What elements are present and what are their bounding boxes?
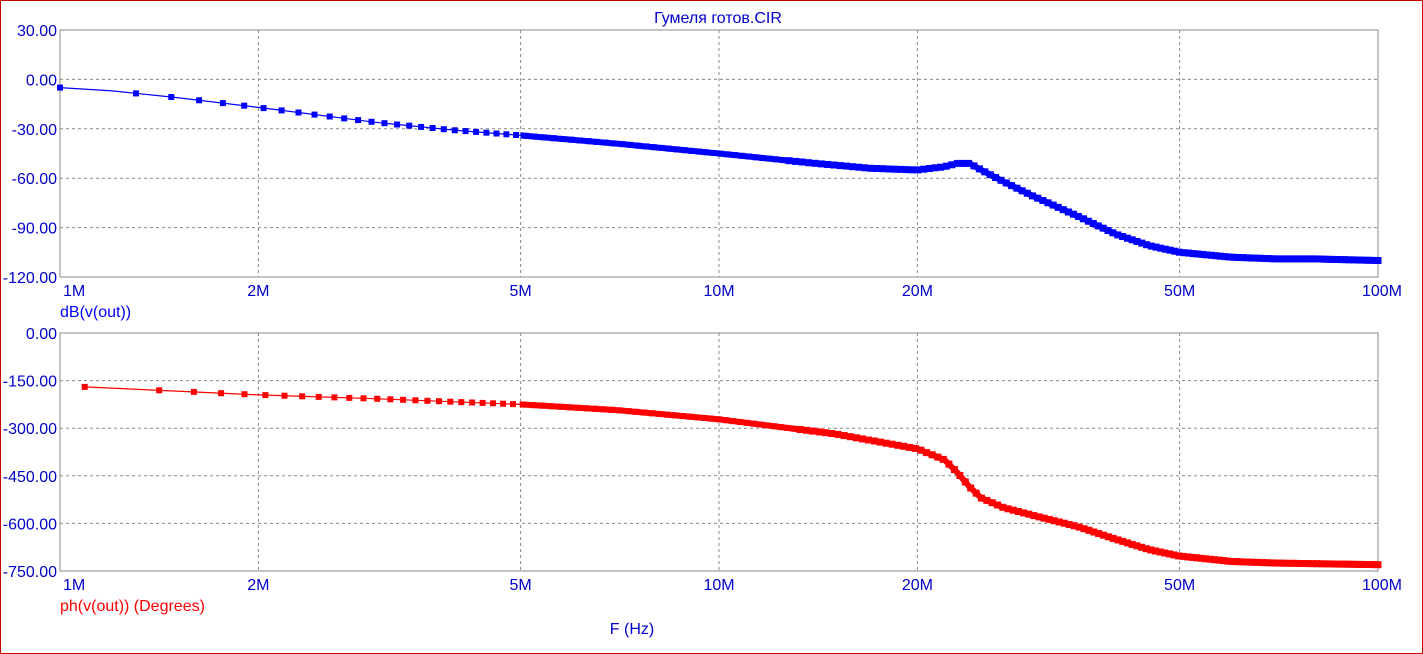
phase-x-tick-label: 20M — [902, 577, 933, 594]
phase-y-tick-label: -450.00 — [3, 469, 57, 486]
phase-data-point — [241, 391, 248, 398]
phase-x-tick-label: 2M — [247, 577, 269, 594]
magnitude-data-point — [483, 129, 490, 136]
magnitude-plot-panel: 1M 2M 5M 10M 20M 50M 100M 30.00 0.00 -30.00 -60.00… — [3, 23, 1402, 300]
magnitude-data-point — [493, 130, 500, 137]
magnitude-data-point — [311, 111, 318, 118]
phase-plot-border — [59, 332, 1379, 572]
magnitude-data-point — [394, 121, 401, 128]
phase-data-point — [469, 399, 476, 406]
magnitude-x-tick-label: 20M — [902, 283, 933, 300]
magnitude-data-point — [241, 102, 248, 109]
magnitude-data-point — [326, 113, 333, 120]
magnitude-data-point — [196, 97, 203, 104]
magnitude-data-point — [278, 107, 285, 114]
magnitude-y-tick-label: 30.00 — [17, 23, 57, 40]
phase-data-point — [299, 393, 306, 400]
magnitude-data-point — [406, 122, 413, 129]
magnitude-data-point — [219, 100, 226, 107]
phase-data-point — [262, 392, 269, 399]
magnitude-y-tick-label: -60.00 — [12, 171, 57, 188]
phase-data-point — [510, 401, 516, 408]
magnitude-data-point — [451, 127, 458, 134]
magnitude-data-point — [341, 115, 348, 122]
chart-title: Гумеля готов.CIR — [654, 10, 782, 27]
magnitude-data-point — [418, 123, 425, 130]
phase-data-point — [458, 399, 465, 406]
magnitude-data-point — [440, 126, 447, 133]
phase-data-point — [81, 383, 88, 390]
magnitude-series-thick-trace — [519, 132, 1380, 264]
magnitude-x-tick-label: 50M — [1164, 283, 1195, 300]
magnitude-series-label: dB(v(out)) — [60, 304, 131, 321]
magnitude-y-tick-label: -30.00 — [12, 122, 57, 139]
magnitude-y-tick-label: -120.00 — [3, 270, 57, 287]
phase-data-point — [374, 395, 381, 402]
magnitude-data-point — [368, 118, 375, 125]
phase-data-point — [360, 395, 367, 402]
magnitude-data-point — [260, 105, 267, 112]
magnitude-x-tick-label: 1M — [63, 283, 85, 300]
phase-data-point — [490, 400, 496, 407]
phase-data-point — [315, 393, 322, 400]
phase-data-point — [281, 392, 288, 399]
magnitude-y-tick-label: -90.00 — [12, 221, 57, 238]
phase-x-tick-label: 50M — [1164, 577, 1195, 594]
phase-data-point — [436, 398, 442, 405]
phase-data-point — [156, 387, 163, 394]
magnitude-x-tick-label: 5M — [510, 283, 532, 300]
phase-data-point — [412, 397, 419, 404]
magnitude-data-point — [168, 94, 175, 100]
phase-x-tick-label: 10M — [703, 577, 734, 594]
magnitude-x-tick-label: 100M — [1362, 283, 1402, 300]
phase-y-tick-label: -750.00 — [3, 564, 57, 581]
magnitude-data-point — [473, 128, 480, 135]
phase-x-tick-label: 1M — [63, 577, 85, 594]
magnitude-data-point — [462, 128, 469, 135]
magnitude-data-point — [295, 109, 302, 116]
phase-data-point — [479, 399, 486, 406]
phase-data-point — [346, 394, 353, 401]
magnitude-data-point — [513, 132, 520, 138]
phase-data-point — [387, 396, 394, 403]
phase-x-tick-label: 5M — [510, 577, 532, 594]
phase-data-point — [400, 396, 407, 403]
magnitude-y-tick-label: 0.00 — [26, 72, 57, 89]
magnitude-data-point — [503, 131, 510, 138]
phase-data-point — [447, 398, 454, 405]
phase-series-thick-trace — [519, 401, 1380, 568]
magnitude-data-point — [381, 120, 388, 127]
phase-plot-panel: 1M 2M 5M 10M 20M 50M 100M 0.00 -150.00 -300.00 -45… — [3, 326, 1402, 594]
magnitude-data-point — [429, 125, 436, 131]
phase-data-point — [190, 388, 197, 395]
phase-data-point — [218, 390, 225, 397]
phase-data-point — [500, 400, 507, 407]
phase-data-point — [424, 397, 431, 404]
phase-y-tick-label: 0.00 — [26, 326, 57, 343]
phase-y-tick-label: -150.00 — [3, 374, 57, 391]
magnitude-x-tick-label: 2M — [247, 283, 269, 300]
phase-y-tick-label: -600.00 — [3, 516, 57, 533]
x-axis-label: F (Hz) — [610, 621, 654, 638]
magnitude-data-point — [355, 117, 362, 124]
magnitude-data-point — [133, 90, 139, 97]
phase-series-label: ph(v(out)) (Degrees) — [60, 598, 205, 615]
magnitude-x-tick-label: 10M — [703, 283, 734, 300]
phase-data-point — [331, 394, 338, 401]
magnitude-data-point — [57, 84, 63, 91]
phase-x-tick-label: 100M — [1362, 577, 1402, 594]
phase-y-tick-label: -300.00 — [3, 421, 57, 438]
